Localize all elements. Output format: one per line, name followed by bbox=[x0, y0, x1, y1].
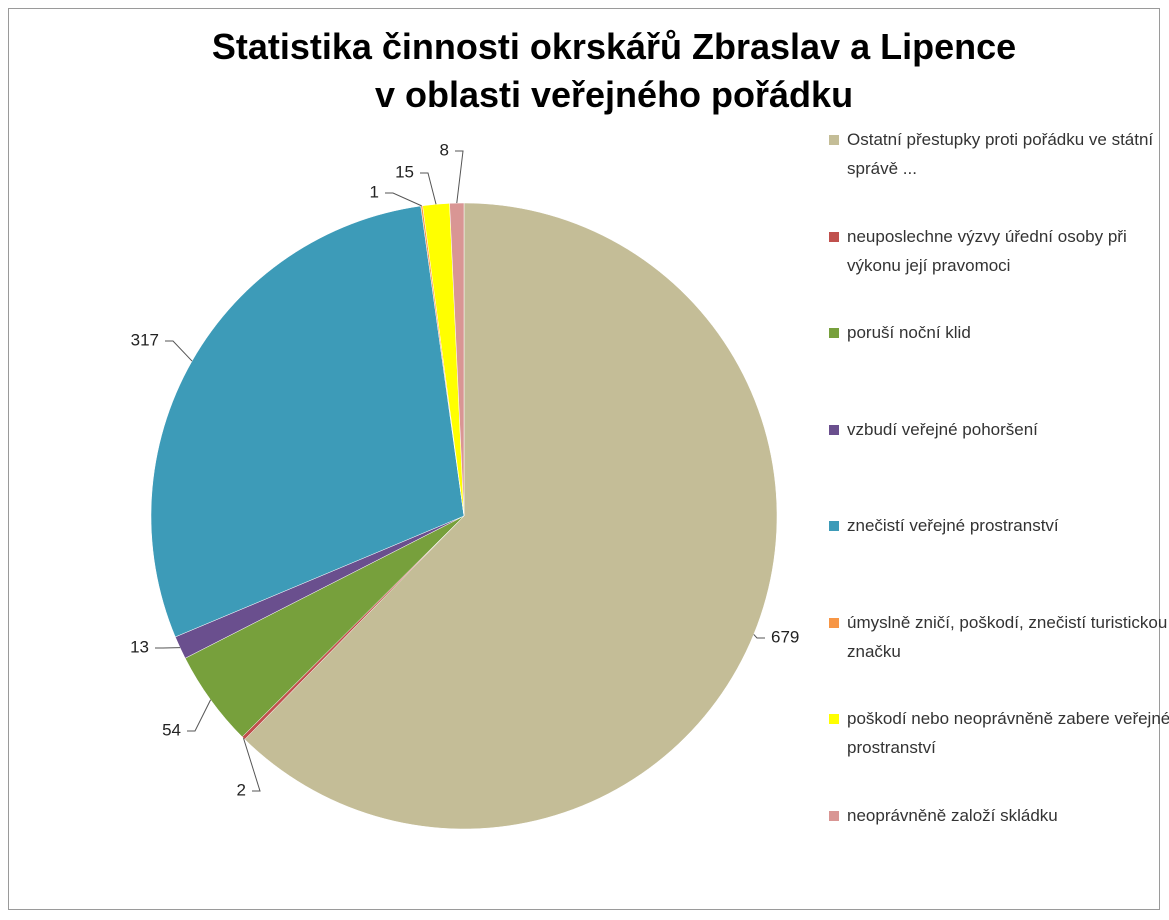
legend-label: neoprávněně založí skládku bbox=[847, 805, 1058, 825]
leader-line bbox=[187, 699, 212, 732]
legend-label: Ostatní přestupky proti pořádku ve státn… bbox=[847, 130, 1154, 178]
data-label: 8 bbox=[440, 140, 449, 159]
data-label: 13 bbox=[130, 637, 149, 656]
leader-line bbox=[455, 150, 464, 204]
data-label: 54 bbox=[162, 720, 181, 739]
leader-line bbox=[385, 192, 422, 207]
leader-line bbox=[753, 634, 765, 639]
leader-line bbox=[165, 340, 193, 362]
legend-label: poruší noční klid bbox=[847, 323, 971, 342]
legend-swatch bbox=[829, 521, 839, 531]
pie-chart: 679 2 54 13 317 1 15 8 bbox=[130, 140, 799, 830]
chart-frame: 679 2 54 13 317 1 15 8 Statistika činnosti okrs… bbox=[8, 8, 1169, 910]
data-label: 15 bbox=[395, 162, 414, 181]
legend-swatch bbox=[829, 231, 839, 242]
legend-item: poškodí nebo neoprávněně zabere veřejné … bbox=[829, 704, 1169, 762]
chart-title: Statistika činnosti okrskářů Zbraslav a … bbox=[211, 26, 1017, 115]
legend-item: poruší noční klid bbox=[829, 318, 1169, 347]
legend-item: neoprávněně založí skládku bbox=[829, 801, 1169, 830]
legend-item: Ostatní přestupky proti pořádku ve státn… bbox=[829, 125, 1169, 183]
legend-item: neuposlechne výzvy úřední osoby při výko… bbox=[829, 222, 1169, 280]
legend-label: poškodí nebo neoprávněně zabere veřejné … bbox=[847, 709, 1169, 757]
pie-slice bbox=[244, 202, 778, 830]
data-label: 1 bbox=[370, 182, 379, 201]
leader-line bbox=[242, 737, 261, 792]
legend-swatch bbox=[829, 810, 839, 821]
legend-label: znečistí veřejné prostranství bbox=[847, 516, 1059, 535]
data-label: 317 bbox=[131, 330, 159, 349]
legend-swatch bbox=[829, 714, 839, 724]
legend-swatch bbox=[829, 424, 839, 435]
legend-swatch bbox=[829, 617, 839, 628]
legend-label: neuposlechne výzvy úřední osoby při výko… bbox=[847, 226, 1127, 275]
pie-slice bbox=[150, 205, 465, 638]
legend-item: úmyslně zničí, poškodí, znečistí turisti… bbox=[829, 608, 1169, 666]
data-label: 679 bbox=[771, 627, 799, 646]
legend-item: vzbudí veřejné pohoršení bbox=[829, 415, 1169, 444]
legend-label: vzbudí veřejné pohoršení bbox=[847, 419, 1038, 439]
data-label: 2 bbox=[237, 780, 246, 799]
legend-swatch bbox=[829, 135, 839, 145]
legend-item: znečistí veřejné prostranství bbox=[829, 511, 1169, 540]
legend-swatch bbox=[829, 328, 839, 338]
leader-line bbox=[420, 172, 437, 205]
legend-label: úmyslně zničí, poškodí, znečistí turisti… bbox=[847, 612, 1168, 661]
